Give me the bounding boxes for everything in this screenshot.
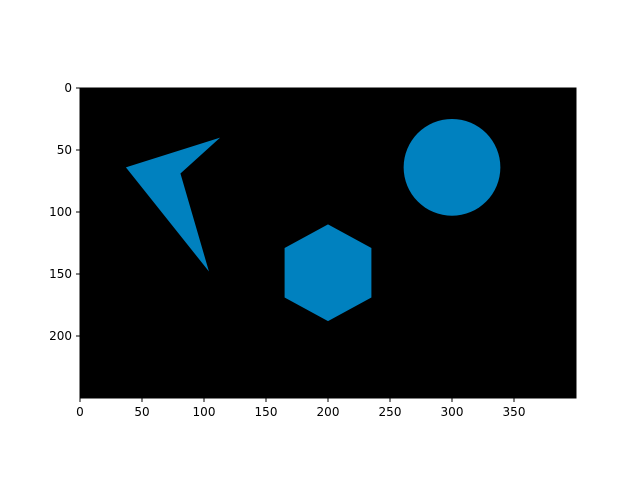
x-tick-label: 0 <box>76 405 84 419</box>
y-axis: 0 50 100 150 200 <box>49 81 80 343</box>
hexagon-shape <box>284 224 372 322</box>
y-tick-label: 100 <box>49 205 72 219</box>
circle-shape <box>403 119 501 216</box>
x-tick-label: 200 <box>317 405 340 419</box>
x-tick-label: 250 <box>379 405 402 419</box>
shapes-layer <box>125 119 501 322</box>
y-tick-label: 50 <box>57 143 72 157</box>
x-tick-label: 350 <box>503 405 526 419</box>
x-tick-label: 100 <box>193 405 216 419</box>
y-tick-label: 200 <box>49 329 72 343</box>
image-plot-area <box>79 87 577 399</box>
y-tick-label: 0 <box>64 81 72 95</box>
arrowhead-shape <box>125 137 221 272</box>
y-tick-label: 150 <box>49 267 72 281</box>
x-tick-label: 50 <box>134 405 149 419</box>
x-tick-label: 300 <box>441 405 464 419</box>
x-axis: 0 50 100 150 200 250 300 350 <box>76 398 525 419</box>
x-tick-label: 150 <box>255 405 278 419</box>
